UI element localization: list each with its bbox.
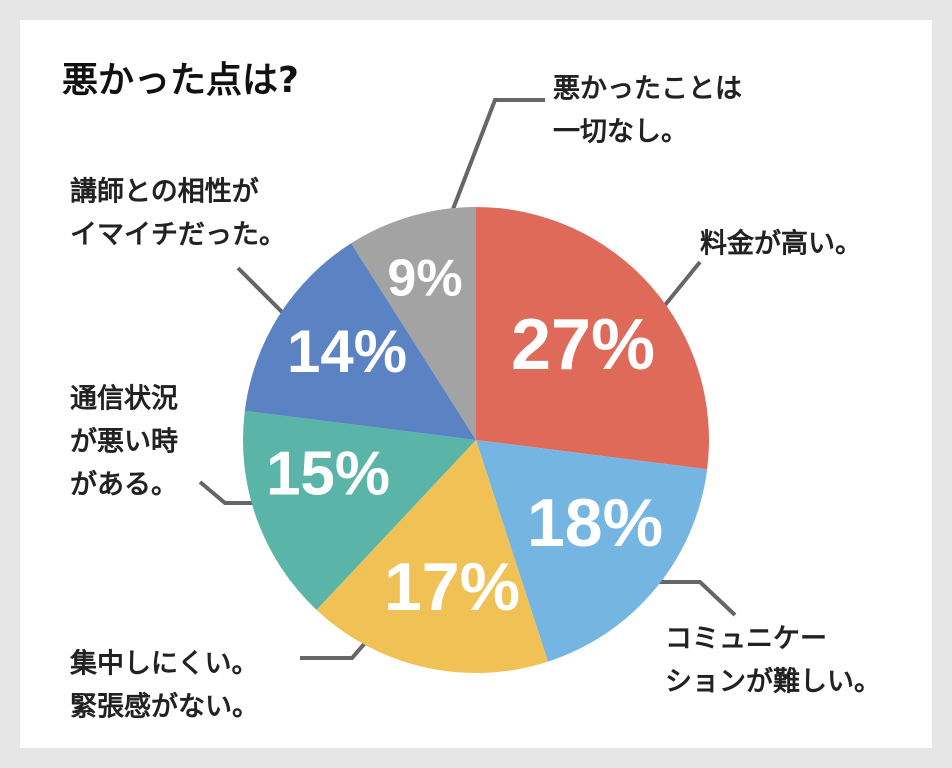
category-label: 緊張感がない。 — [70, 691, 259, 723]
category-label: 料金が高い。 — [700, 228, 862, 260]
leader-line — [198, 480, 262, 505]
category-label: がある。 — [70, 469, 178, 501]
category-label: 悪かったことは — [553, 74, 742, 105]
data-label: 18% — [527, 485, 663, 561]
pie-slice — [476, 207, 709, 470]
category-label: コミュニケー — [665, 624, 827, 655]
category-label: 集中しにくい。 — [69, 648, 258, 680]
pie-slice — [244, 243, 476, 440]
pie-slice — [243, 410, 476, 610]
category-label: ションが難しい。 — [665, 666, 881, 698]
chart-title: 悪かった点は? — [62, 60, 299, 101]
category-label: 一切なし。 — [553, 117, 688, 148]
category-label: が悪い時 — [70, 426, 178, 458]
data-label: 17% — [384, 549, 520, 625]
category-label: 通信状況 — [70, 384, 178, 415]
leader-line — [443, 98, 545, 231]
data-label: 9% — [387, 250, 462, 308]
leader-line — [645, 580, 737, 617]
data-label: 14% — [287, 318, 407, 385]
pie-slice — [476, 440, 708, 662]
category-label: イマイチだった。 — [70, 220, 286, 251]
pie-slice — [351, 207, 476, 440]
category-label: 講師との相性が — [70, 176, 259, 208]
data-label: 27% — [511, 305, 655, 385]
pie-slice — [316, 440, 549, 673]
data-label: 15% — [266, 439, 390, 508]
